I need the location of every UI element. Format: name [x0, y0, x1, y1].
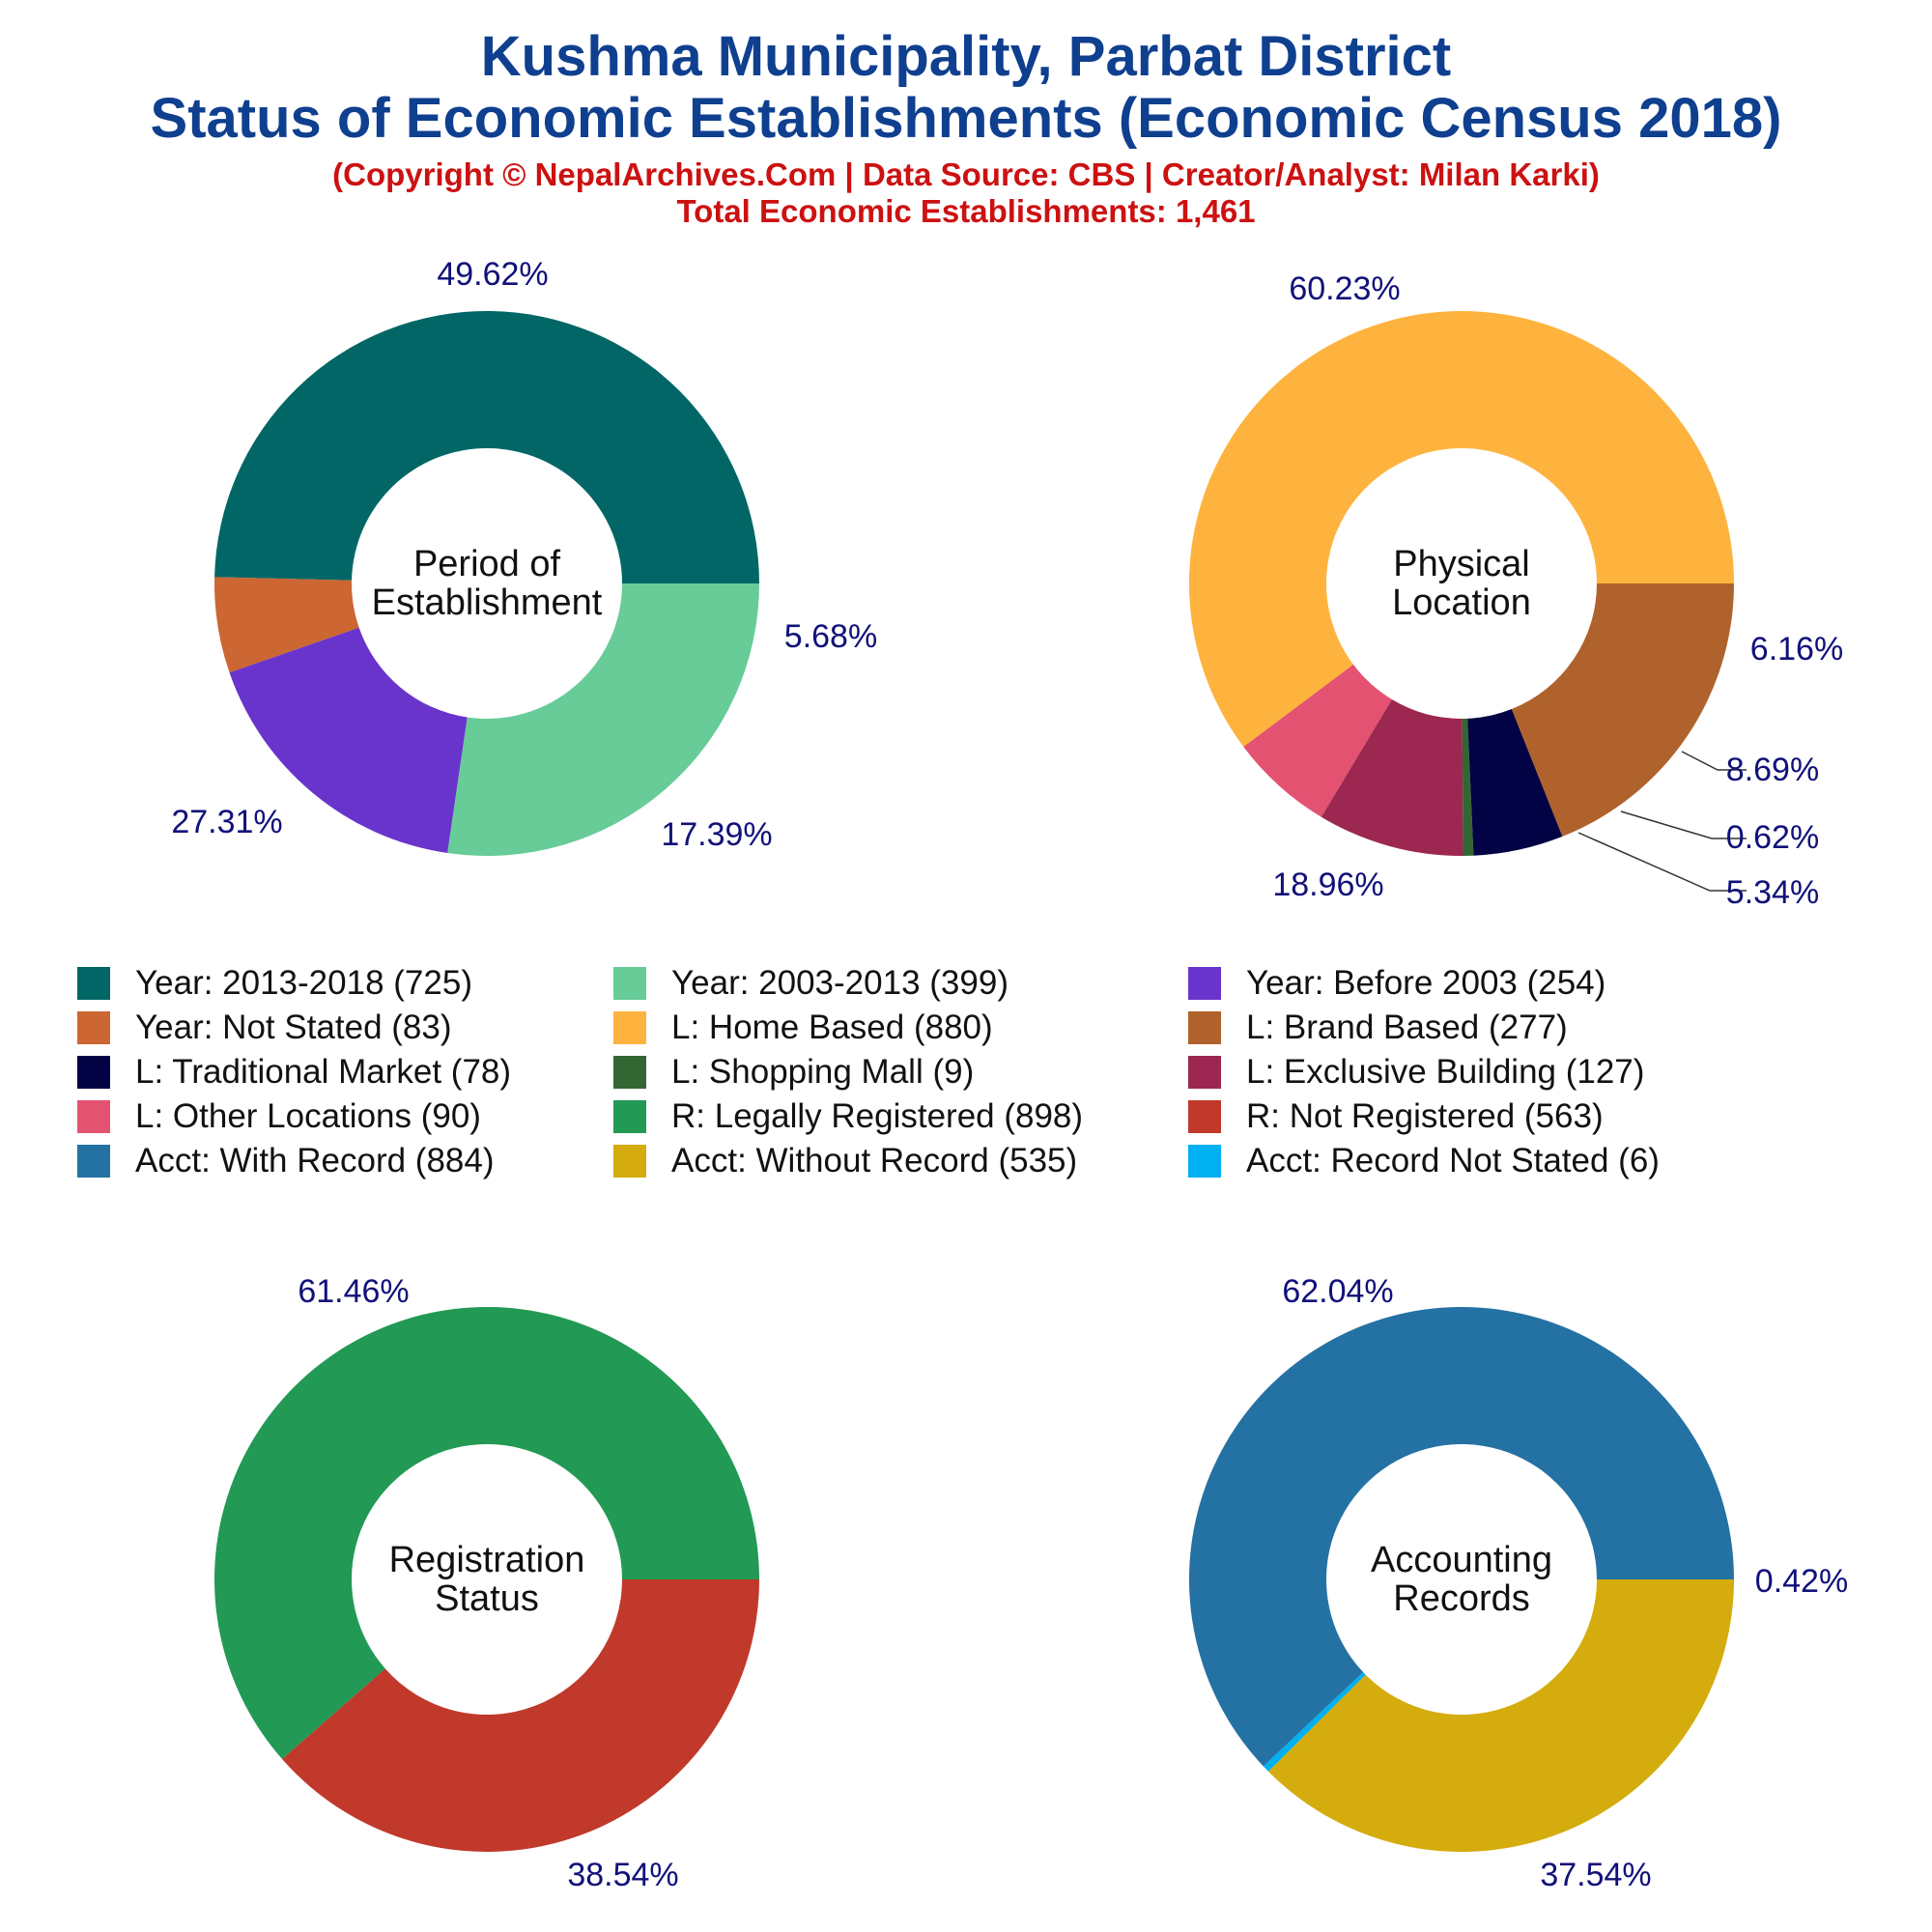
slice-l-exclusive-building [1321, 699, 1463, 856]
legend-item: Year: Not Stated (83) [77, 1009, 452, 1047]
legend-item: Year: 2003-2013 (399) [613, 964, 1009, 1003]
legend-item: L: Home Based (880) [613, 1009, 993, 1047]
legend-swatch [613, 1100, 646, 1133]
legend-item: R: Not Registered (563) [1188, 1097, 1604, 1136]
legend-swatch [77, 1100, 110, 1133]
slice-acct-record-not-stated [1263, 1672, 1366, 1772]
percent-label: 8.69% [1726, 752, 1819, 788]
percent-label: 37.54% [1540, 1857, 1651, 1893]
slice-acct-without-record [1268, 1579, 1734, 1853]
slice-r-legally-registered [213, 1306, 759, 1760]
legend-item: L: Exclusive Building (127) [1188, 1053, 1644, 1092]
legend-item: L: Shopping Mall (9) [613, 1053, 974, 1092]
leader-line [1620, 810, 1747, 839]
slice-l-home-based [1189, 311, 1734, 748]
percent-label: 61.46% [298, 1273, 409, 1310]
legend-label: Year: Before 2003 (254) [1246, 964, 1606, 1002]
legend-label: Acct: With Record (884) [135, 1142, 495, 1179]
chart-title-line1: Kushma Municipality, Parbat District [480, 25, 1452, 88]
slice-year-2003-2013 [447, 583, 759, 856]
donut-center-label: Establishment [372, 582, 603, 623]
donut-center-label: Records [1393, 1578, 1530, 1619]
legend-label: Acct: Without Record (535) [671, 1142, 1078, 1179]
slice-l-shopping-mall [1462, 718, 1474, 856]
donut-chart-2: 60.23% 6.16% 8.69% 0.62% 5.34% 18.96% Physical… [1189, 270, 1843, 911]
legend-swatch [77, 967, 110, 1000]
legend-swatch [1188, 1056, 1221, 1089]
legend-item: L: Other Locations (90) [77, 1097, 481, 1136]
donut-center-label: Status [435, 1578, 539, 1619]
legend-label: L: Traditional Market (78) [135, 1053, 512, 1091]
legend-item: L: Traditional Market (78) [77, 1053, 511, 1092]
percent-label: 5.34% [1726, 874, 1819, 911]
leader-line [1577, 832, 1747, 892]
legend-item: Acct: Without Record (535) [613, 1142, 1077, 1180]
legend-swatch [77, 1145, 110, 1178]
legend-swatch [1188, 1100, 1221, 1133]
legend-swatch [613, 1145, 646, 1178]
percent-label: 6.16% [1750, 631, 1843, 668]
donut-center-label: Period of [413, 544, 561, 584]
legend-label: R: Legally Registered (898) [671, 1097, 1084, 1135]
legend-label: R: Not Registered (563) [1246, 1097, 1604, 1135]
legend-swatch [1188, 967, 1221, 1000]
legend-label: Year: 2003-2013 (399) [671, 964, 1009, 1002]
legend-swatch [613, 1056, 646, 1089]
legend-label: L: Home Based (880) [671, 1009, 993, 1046]
donut-chart-1: 49.62% 5.68% 17.39% 27.31% Period ofEstablis… [171, 256, 877, 856]
legend-label: Year: Not Stated (83) [135, 1009, 452, 1046]
donut-center-label: Accounting [1371, 1540, 1552, 1580]
legend-item: Year: Before 2003 (254) [1188, 964, 1605, 1003]
chart-subtitle: (Copyright © NepalArchives.Com | Data So… [332, 156, 1600, 192]
slice-acct-with-record [1189, 1306, 1734, 1767]
legend-label: L: Exclusive Building (127) [1246, 1053, 1645, 1091]
percent-label: 5.68% [784, 618, 877, 655]
donut-center-label: Registration [389, 1540, 585, 1580]
legend-item: Acct: With Record (884) [77, 1142, 495, 1180]
chart-total: Total Economic Establishments: 1,461 [676, 193, 1256, 229]
slice-l-traditional-market [1467, 709, 1563, 856]
legend-swatch [1188, 1145, 1221, 1178]
percent-label: 0.42% [1755, 1563, 1848, 1600]
chart-title-line2: Status of Economic Establishments (Econo… [150, 87, 1782, 150]
percent-label: 38.54% [567, 1857, 678, 1893]
percent-label: 27.31% [171, 804, 282, 840]
legend-swatch [613, 967, 646, 1000]
slice-r-not-registered [282, 1579, 759, 1852]
percent-label: 17.39% [661, 816, 772, 853]
legend-label: L: Other Locations (90) [135, 1097, 481, 1135]
donut-center-label: Physical [1393, 544, 1530, 584]
percent-label: 60.23% [1289, 270, 1400, 307]
legend-item: R: Legally Registered (898) [613, 1097, 1083, 1136]
legend-label: Year: 2013-2018 (725) [135, 964, 472, 1002]
legend-label: Acct: Record Not Stated (6) [1246, 1142, 1660, 1179]
percent-label: 18.96% [1272, 867, 1383, 903]
slice-year-2013-2018 [214, 310, 760, 583]
percent-label: 0.62% [1726, 819, 1819, 856]
slice-year-not-stated [214, 577, 359, 673]
slice-year-before-2003 [229, 627, 468, 854]
slice-l-other-locations [1243, 664, 1392, 817]
legend-swatch [77, 1011, 110, 1044]
leader-line [1681, 751, 1747, 771]
legend-label: L: Brand Based (277) [1246, 1009, 1568, 1046]
slice-l-brand-based [1511, 583, 1734, 837]
legend-swatch [613, 1011, 646, 1044]
legend-label: L: Shopping Mall (9) [671, 1053, 975, 1091]
legend-swatch [1188, 1011, 1221, 1044]
percent-label: 62.04% [1282, 1273, 1393, 1310]
donut-center-label: Location [1392, 582, 1531, 623]
percent-label: 49.62% [437, 256, 548, 293]
legend-swatch [77, 1056, 110, 1089]
legend-item: Acct: Record Not Stated (6) [1188, 1142, 1660, 1180]
legend-item: L: Brand Based (277) [1188, 1009, 1568, 1047]
legend-item: Year: 2013-2018 (725) [77, 964, 472, 1003]
